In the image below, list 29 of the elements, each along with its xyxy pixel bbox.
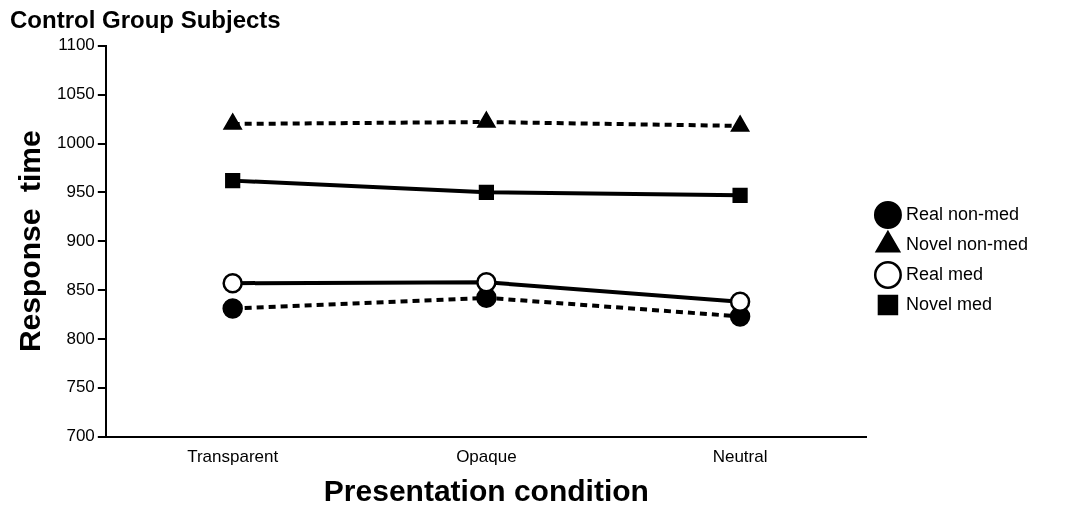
point xyxy=(225,173,241,189)
point xyxy=(729,291,751,313)
x-axis-title: Presentation condition xyxy=(323,474,649,508)
legend-label: Real med xyxy=(905,263,983,284)
y-tick-label: 900 xyxy=(66,230,95,250)
point xyxy=(223,113,242,130)
y-tick-label: 750 xyxy=(66,377,95,397)
legend-label: Novel med xyxy=(905,293,992,314)
legend-label: Real non-med xyxy=(905,203,1019,224)
point xyxy=(222,298,243,319)
y-tick-label: 1100 xyxy=(58,35,95,55)
point xyxy=(476,271,497,293)
y-tick-label: 950 xyxy=(66,182,95,202)
y-axis-title: Response time xyxy=(13,130,47,353)
y-tick-label: 1000 xyxy=(56,133,95,153)
x-tick-label: Opaque xyxy=(456,447,517,467)
y-tick-label: 800 xyxy=(66,328,95,348)
y-tick-label: 700 xyxy=(66,426,95,446)
x-tick-label: Transparent xyxy=(187,447,279,467)
x-tick-label: Neutral xyxy=(712,447,768,467)
point xyxy=(478,184,494,200)
point xyxy=(732,187,748,203)
point xyxy=(731,115,750,132)
chart-title: Control Group Subjects xyxy=(10,6,281,34)
y-tick-label: 850 xyxy=(66,279,95,299)
point xyxy=(222,272,243,294)
legend-label: Novel non-med xyxy=(905,233,1028,254)
point xyxy=(477,111,496,128)
y-tick-label: 1050 xyxy=(56,84,95,104)
